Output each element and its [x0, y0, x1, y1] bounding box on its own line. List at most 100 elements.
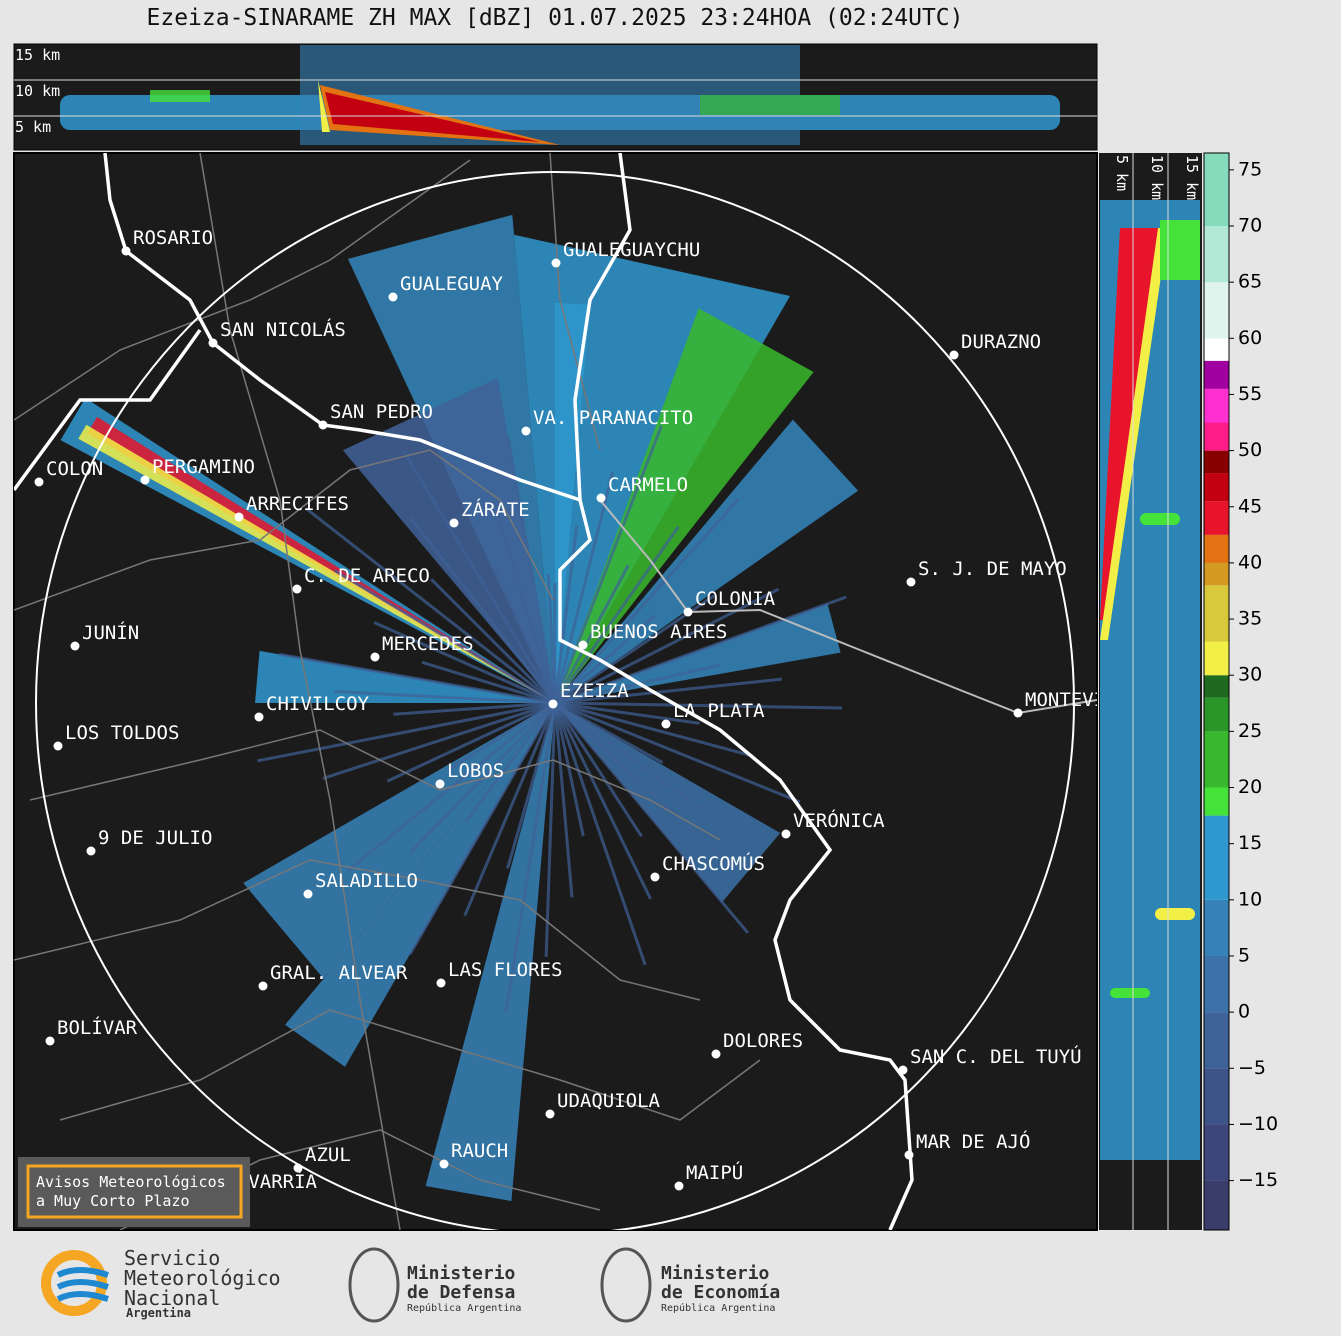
place-dot	[674, 1181, 684, 1191]
range-ring	[35, 171, 1075, 1230]
place-dot	[949, 350, 959, 360]
colorbar-band	[1204, 1012, 1229, 1069]
place-label: SAN PEDRO	[330, 401, 433, 423]
clutter	[553, 702, 749, 934]
colorbar-tick-label: 55	[1238, 383, 1262, 405]
colorbar-tick-label: 0	[1238, 1001, 1250, 1023]
colorbar-tick-label: 60	[1238, 327, 1262, 349]
clutter	[333, 569, 556, 705]
clutter	[421, 660, 556, 705]
clutter	[463, 702, 557, 917]
notice-box[interactable]	[18, 1157, 250, 1227]
place-label: LA PLATA	[673, 700, 765, 722]
map-layer: ROSARIO GUALEGUAYCHU GUALEGUAY SAN NICOLÁS D…	[14, 153, 1139, 1230]
clutter	[546, 574, 557, 704]
place-label: ROSARIO	[133, 227, 213, 249]
place-dot	[548, 699, 558, 709]
clutter	[553, 702, 585, 837]
colorbar-band	[1204, 388, 1229, 423]
height-label: 10 km	[15, 82, 60, 100]
clutter	[554, 595, 847, 705]
colorbar-tick-label: 40	[1238, 551, 1262, 573]
height-label: 5 km	[1113, 155, 1131, 191]
place-dot	[70, 641, 80, 651]
clutter	[554, 701, 754, 758]
place-dot	[551, 258, 561, 268]
clutter	[257, 701, 556, 763]
clutter	[554, 614, 657, 705]
logo-text: Meteorológico	[124, 1266, 281, 1290]
colorbar-band	[1204, 815, 1229, 900]
colorbar-band	[1204, 422, 1229, 451]
place-label: RAUCH	[451, 1140, 508, 1162]
place-dot	[208, 338, 218, 348]
notice-frame	[26, 1164, 243, 1219]
uruguay-coast	[599, 499, 1097, 715]
place-label: LOBOS	[447, 760, 504, 782]
colorbar-tick-label: −5	[1238, 1057, 1266, 1079]
colorbar-tick-label: 15	[1238, 832, 1262, 854]
place-dot	[140, 475, 150, 485]
colorbar-tick-label: 10	[1238, 888, 1262, 910]
logo-text: Ministerio	[661, 1263, 769, 1284]
colorbar-band	[1204, 585, 1229, 642]
place-label: PERGAMINO	[152, 456, 255, 478]
clutter	[430, 578, 557, 705]
place-label: CARMELO	[608, 474, 688, 496]
notice-text: Avisos Meteorológicos	[36, 1173, 226, 1191]
colorbar-tick-label: 65	[1238, 271, 1262, 293]
clutter	[554, 587, 780, 705]
place-label: MAIPÚ	[686, 1160, 743, 1184]
clutter	[553, 702, 643, 838]
colorbar-band	[1204, 787, 1229, 816]
colorbar-band	[1204, 697, 1229, 732]
clutter	[553, 498, 740, 705]
smn-logo	[41, 1250, 109, 1316]
colorbar-band	[1204, 501, 1229, 535]
clutter	[554, 677, 782, 705]
colorbar-tick-label: 70	[1238, 214, 1262, 236]
radar-echoes	[60, 214, 859, 1202]
clutter	[553, 702, 574, 898]
colorbar-band	[1204, 473, 1229, 502]
place-dot	[661, 719, 671, 729]
place-label: JUNÍN	[82, 621, 139, 644]
notice-text: a Muy Corto Plazo	[36, 1192, 190, 1210]
clutter	[553, 702, 652, 900]
clutter	[506, 702, 557, 869]
place-label: GUALEGUAYCHU	[563, 239, 700, 261]
place-label: DOLORES	[723, 1030, 803, 1052]
colorbar-tick-label: 30	[1238, 664, 1262, 686]
place-label: MERCEDES	[382, 633, 474, 655]
logo-text: Ministerio	[407, 1263, 515, 1284]
clutter	[554, 701, 704, 812]
place-label: BOLÍVAR	[57, 1016, 138, 1039]
clutter	[409, 701, 557, 854]
place-dot	[258, 981, 268, 991]
colorbar-band	[1204, 282, 1229, 339]
place-dot	[1013, 708, 1023, 718]
place-dot	[449, 518, 459, 528]
place-dot	[683, 607, 693, 617]
clutter	[544, 702, 557, 957]
clutter	[553, 701, 733, 869]
place-label: MONTEVIDEO	[1025, 689, 1139, 711]
side-echoes	[1100, 200, 1200, 1160]
clutter	[409, 517, 557, 704]
place-label: CHASCOMÚS	[662, 851, 765, 875]
place-label: GUALEGUAY	[400, 273, 504, 295]
colorbar-tick-label: 75	[1238, 158, 1262, 180]
logo-text: de Economía	[661, 1282, 780, 1303]
clutter	[554, 701, 842, 710]
clutter	[334, 689, 556, 705]
place-label: CHIVILCOY	[266, 693, 370, 715]
colorbar-band	[1204, 641, 1229, 676]
colorbar-band	[1204, 450, 1229, 474]
echo	[555, 419, 859, 703]
place-dot	[439, 1159, 449, 1169]
colorbar-tick-label: −10	[1238, 1113, 1278, 1135]
clutter	[504, 702, 557, 1013]
colorbar: −15 −10 −5 0 5 10 15 20 25 30 35 40 45 50 55 60 65 70 75	[1203, 152, 1278, 1231]
colorbar-band	[1204, 675, 1229, 698]
